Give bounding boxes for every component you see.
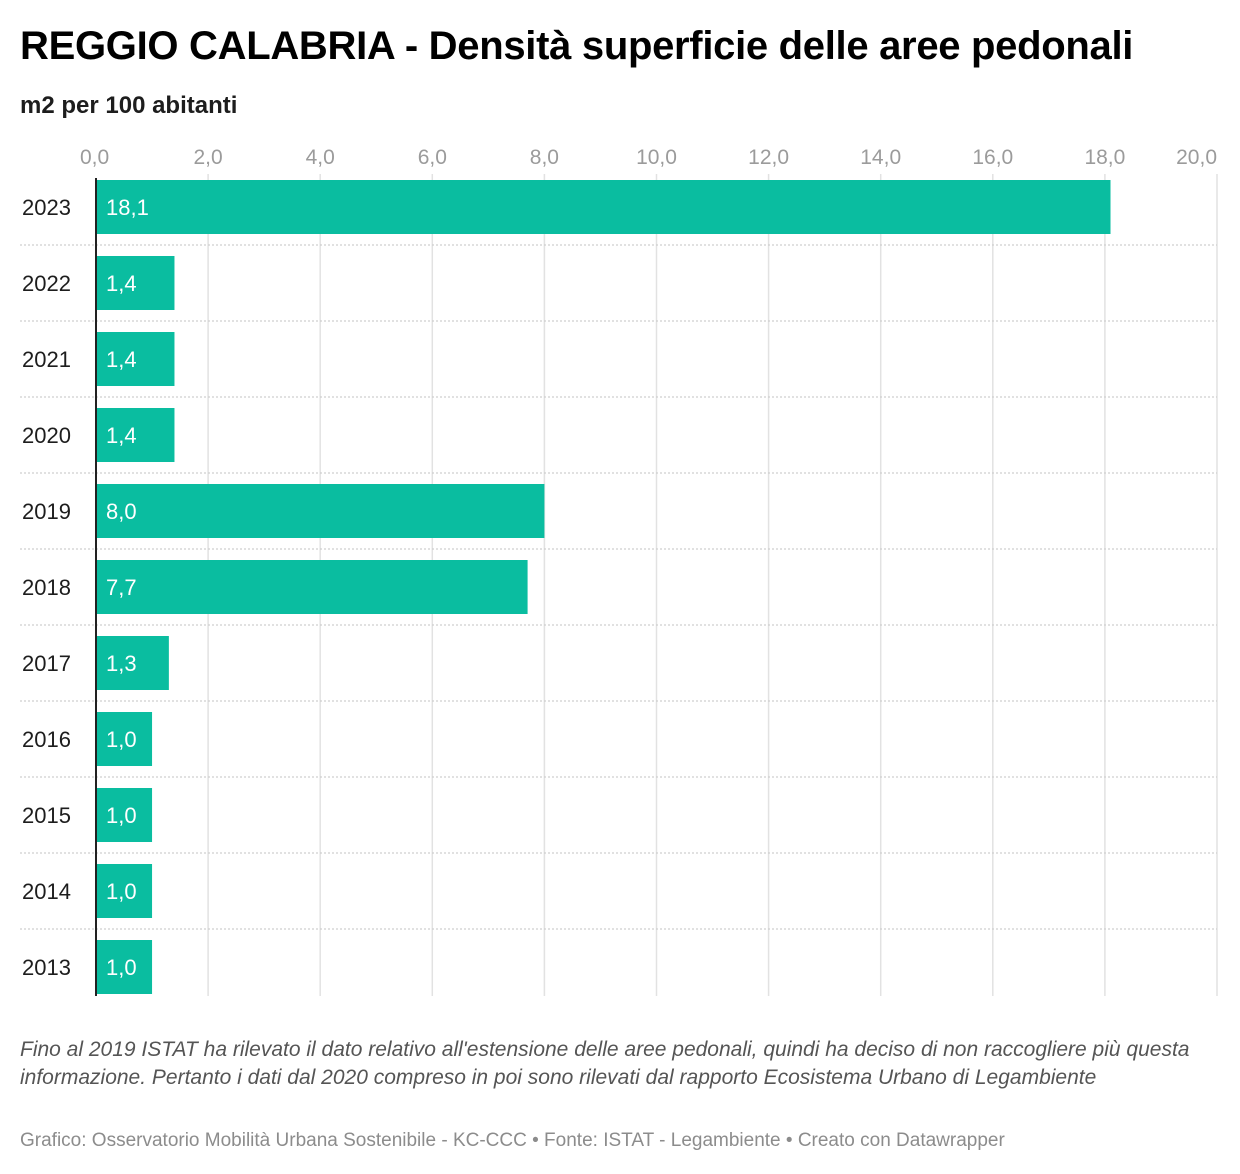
x-tick-label: 0,0 [80,146,109,169]
bar-2020 [96,408,175,462]
bar-2023 [96,180,1111,234]
bar-2016 [96,712,153,766]
chart-title: REGGIO CALABRIA - Densità superficie del… [20,24,1134,68]
credit-line: Grafico: Osservatorio Mobilità Urbana So… [20,1130,1005,1151]
x-tick-label: 18,0 [1084,146,1125,169]
value-label: 1,4 [106,271,137,296]
value-label: 18,1 [106,195,149,220]
category-label: 2018 [22,575,71,600]
value-label: 8,0 [106,499,137,524]
category-label: 2017 [22,651,71,676]
value-label: 1,0 [106,727,137,752]
value-label: 1,4 [106,423,137,448]
category-label: 2021 [22,347,71,372]
x-tick-label: 10,0 [636,146,677,169]
bar-2014 [96,864,153,918]
chart-grid [20,174,1218,996]
bar-2013 [96,940,153,994]
bar-2019 [96,484,545,538]
x-tick-label: 4,0 [306,146,335,169]
category-label: 2020 [22,423,71,448]
y-axis: 2023 2022 2021 2020 2019 2018 2017 2016 2015 2014… [22,195,71,980]
x-axis: 0,0 2,0 4,0 6,0 8,0 10,0 12,0 14,0 16,0 18,0 20,0 [80,146,1217,169]
x-tick-label: 20,0 [1176,146,1217,169]
bar-2021 [96,332,175,386]
value-label: 1,0 [106,803,137,828]
value-label: 1,4 [106,347,137,372]
category-label: 2013 [22,955,71,980]
bar-2015 [96,788,153,842]
bar-2022 [96,256,175,310]
category-label: 2015 [22,803,71,828]
footnote: Fino al 2019 ISTAT ha rilevato il dato r… [20,1038,1190,1089]
x-tick-label: 6,0 [418,146,447,169]
value-label: 1,3 [106,651,137,676]
value-label: 1,0 [106,955,137,980]
category-label: 2016 [22,727,71,752]
bar-chart: 0,0 2,0 4,0 6,0 8,0 10,0 12,0 14,0 16,0 18,0 20,0 … [20,146,1218,996]
chart-subtitle: m2 per 100 abitanti [20,92,238,119]
x-tick-label: 2,0 [193,146,222,169]
category-label: 2022 [22,271,71,296]
value-label: 7,7 [106,575,137,600]
category-label: 2023 [22,195,71,220]
x-tick-label: 14,0 [860,146,901,169]
category-label: 2014 [22,879,71,904]
bar-2018 [96,560,528,614]
x-tick-label: 8,0 [530,146,559,169]
bars: 18,1 1,4 1,4 1,4 8,0 7,7 1,3 1,0 1,0 1,0 1,0 [96,180,1111,994]
value-label: 1,0 [106,879,137,904]
category-label: 2019 [22,499,71,524]
bar-2017 [96,636,169,690]
x-tick-label: 16,0 [972,146,1013,169]
x-tick-label: 12,0 [748,146,789,169]
